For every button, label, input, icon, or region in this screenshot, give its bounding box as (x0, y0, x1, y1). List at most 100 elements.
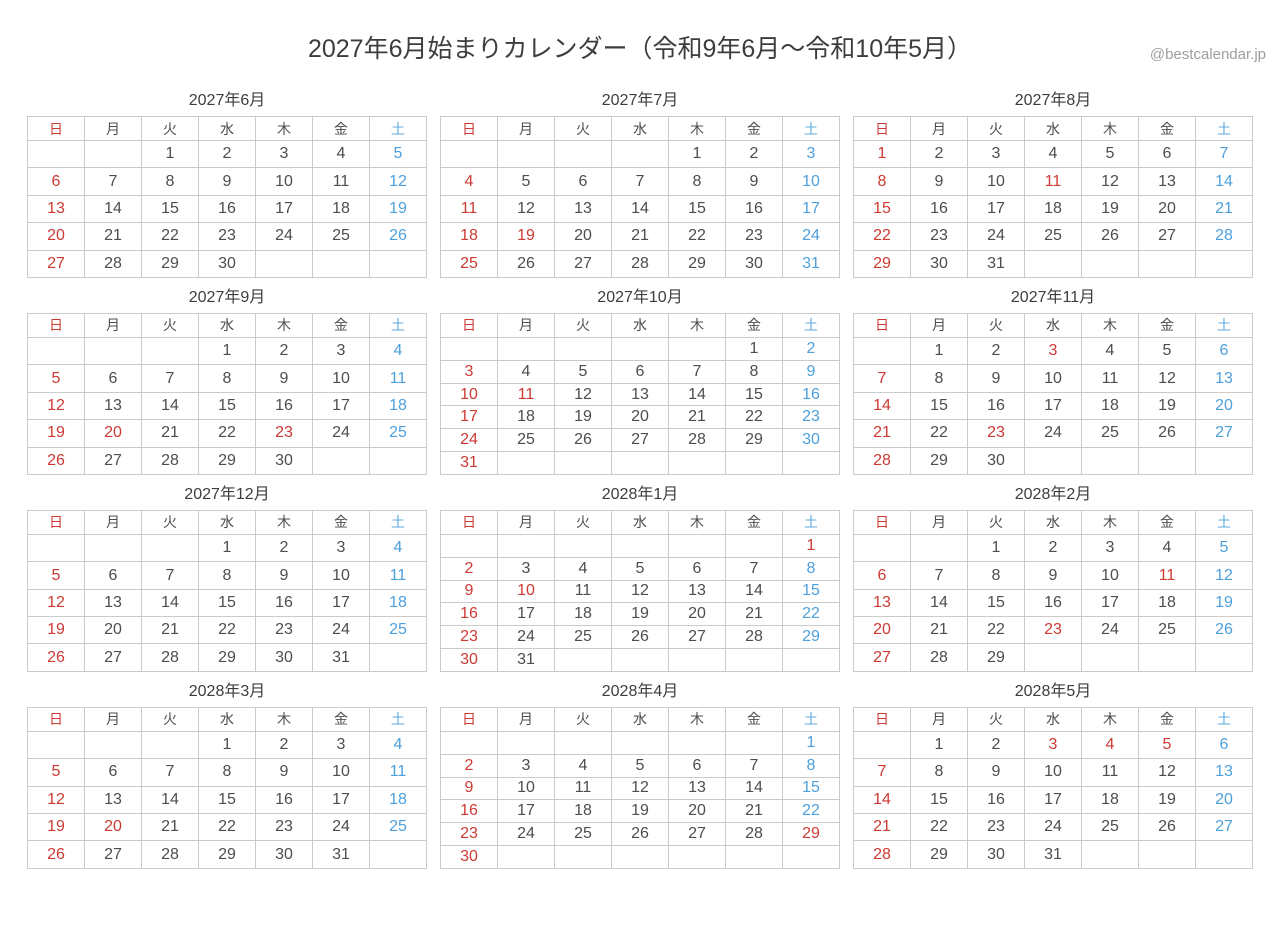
weekday-row: 日月火水木金土 (853, 706, 1253, 732)
date-cell: 29 (198, 840, 256, 869)
month-title: 2027年8月 (1014, 92, 1092, 109)
weekday-header: 土 (1195, 706, 1253, 732)
date-cell: 24 (1024, 813, 1082, 842)
month-block: 2027年12月 日月火水木金土 1 2 3 4 5 6 7 8 9 10 11 12 13 14 15 16… (27, 486, 427, 672)
date-cell: 6 (1138, 139, 1196, 169)
date-cell: 14 (84, 194, 142, 224)
date-cell: 5 (497, 167, 555, 196)
month-block: 2027年8月 日月火水木金土 1 2 3 4 5 6 7 8 9 10 11 12 13 14 15 16 1… (853, 93, 1253, 278)
date-cell (497, 533, 555, 558)
weekday-header: 日 (27, 509, 85, 535)
date-cell: 7 (668, 359, 726, 384)
date-cell: 28 (1195, 222, 1253, 251)
date-cell: 4 (1024, 139, 1082, 169)
date-cell: 29 (910, 446, 968, 475)
weekday-header: 金 (1138, 706, 1196, 732)
date-cell: 28 (141, 446, 199, 475)
month-block: 2028年2月 日月火水木金土 1 2 3 4 5 6 7 8 9 10 11 12 13 14 15 16 1… (853, 486, 1253, 672)
weekday-header: 木 (255, 509, 313, 535)
date-cell: 11 (554, 579, 612, 604)
date-cell: 27 (1195, 813, 1253, 842)
date-cell: 28 (853, 840, 911, 869)
date-cell: 24 (255, 222, 313, 251)
date-cell: 15 (668, 194, 726, 224)
date-cell: 9 (440, 776, 498, 801)
date-cell: 15 (782, 776, 840, 801)
date-cell: 2 (255, 533, 313, 563)
weekday-header: 木 (1081, 509, 1139, 535)
date-cell: 30 (967, 446, 1025, 475)
calendar-table: 日月火水木金土 1 2 3 4 5 6 7 8 9 10 11 12 13 14 15 16 17 18 19 20 2… (853, 116, 1253, 278)
date-cell: 1 (967, 533, 1025, 563)
date-cell: 12 (369, 167, 427, 196)
weekday-header: 日 (27, 116, 85, 141)
weekday-header: 月 (910, 706, 968, 732)
weekday-header: 火 (967, 312, 1025, 338)
month-title: 2027年11月 (1010, 288, 1096, 306)
week-row: 9 10 11 12 13 14 15 (440, 776, 840, 801)
weekday-header: 木 (1081, 116, 1139, 141)
weekday-header: 月 (497, 312, 555, 338)
date-cell: 9 (910, 167, 968, 196)
date-cell: 1 (198, 533, 256, 563)
date-cell: 31 (440, 451, 498, 475)
date-cell: 5 (554, 359, 612, 384)
date-cell: 22 (725, 405, 783, 430)
date-cell: 5 (27, 561, 85, 590)
date-cell: 9 (255, 364, 313, 393)
date-cell: 31 (312, 643, 370, 672)
weekday-header: 日 (440, 116, 498, 141)
week-row: 15 16 17 18 19 20 21 (853, 194, 1253, 224)
date-cell (668, 451, 726, 475)
date-cell (497, 730, 555, 755)
week-row: 6 7 8 9 10 11 12 (853, 561, 1253, 590)
week-row: 26 27 28 29 30 31 (27, 643, 427, 672)
date-cell: 9 (440, 579, 498, 604)
date-cell (725, 451, 783, 475)
date-rows: 1 2 3 4 5 6 7 8 9 10 11 12 13 14 15 16 17 18 19 20 21 22 23 24 2… (853, 730, 1253, 869)
date-cell: 28 (853, 446, 911, 475)
date-cell: 28 (84, 249, 142, 278)
weekday-row: 日月火水木金土 (440, 509, 840, 535)
date-cell: 24 (312, 813, 370, 842)
date-cell: 7 (853, 758, 911, 787)
date-cell: 10 (440, 382, 498, 407)
date-cell: 14 (853, 391, 911, 421)
watermark: @bestcalendar.jp (1149, 46, 1266, 63)
date-cell: 22 (782, 602, 840, 627)
weekday-header: 火 (967, 509, 1025, 535)
date-cell: 18 (369, 588, 427, 618)
date-cell: 27 (554, 249, 612, 278)
date-cell: 1 (910, 730, 968, 760)
date-cell: 27 (84, 446, 142, 475)
date-cell: 20 (1195, 391, 1253, 421)
weekday-header: 土 (1195, 509, 1253, 535)
date-rows: 1 2 3 4 5 6 7 8 9 10 11 12 13 14 15 16 17 18 19 20 21 22 23 24 2… (440, 139, 840, 278)
date-cell (1195, 249, 1253, 278)
date-cell: 24 (967, 222, 1025, 251)
date-cell: 12 (27, 391, 85, 421)
date-cell: 28 (725, 625, 783, 650)
date-cell: 8 (853, 167, 911, 196)
date-cell: 26 (497, 249, 555, 278)
date-rows: 1 2 3 4 5 6 7 8 9 10 11 12 13 14 15 16 17 18 19 20 21 22 23 24 2… (440, 336, 840, 475)
weekday-header: 土 (1195, 312, 1253, 338)
month-block: 2028年4月 日月火水木金土 1 2 3 4 5 6 7 8 9 10 11 12 13 14 15 16 1… (440, 683, 840, 869)
date-cell (27, 139, 85, 169)
week-row: 26 27 28 29 30 (27, 446, 427, 475)
date-cell (611, 648, 669, 672)
date-cell: 26 (611, 822, 669, 847)
weekday-header: 月 (84, 116, 142, 141)
date-cell: 7 (725, 556, 783, 581)
date-cell: 2 (1024, 533, 1082, 563)
date-cell: 20 (554, 222, 612, 251)
date-cell (554, 533, 612, 558)
date-cell: 21 (725, 799, 783, 824)
weekday-header: 金 (1138, 312, 1196, 338)
date-cell: 7 (1195, 139, 1253, 169)
date-cell: 17 (497, 602, 555, 627)
week-row: 20 21 22 23 24 25 26 (853, 616, 1253, 645)
date-cell (611, 336, 669, 361)
date-cell: 8 (910, 364, 968, 393)
